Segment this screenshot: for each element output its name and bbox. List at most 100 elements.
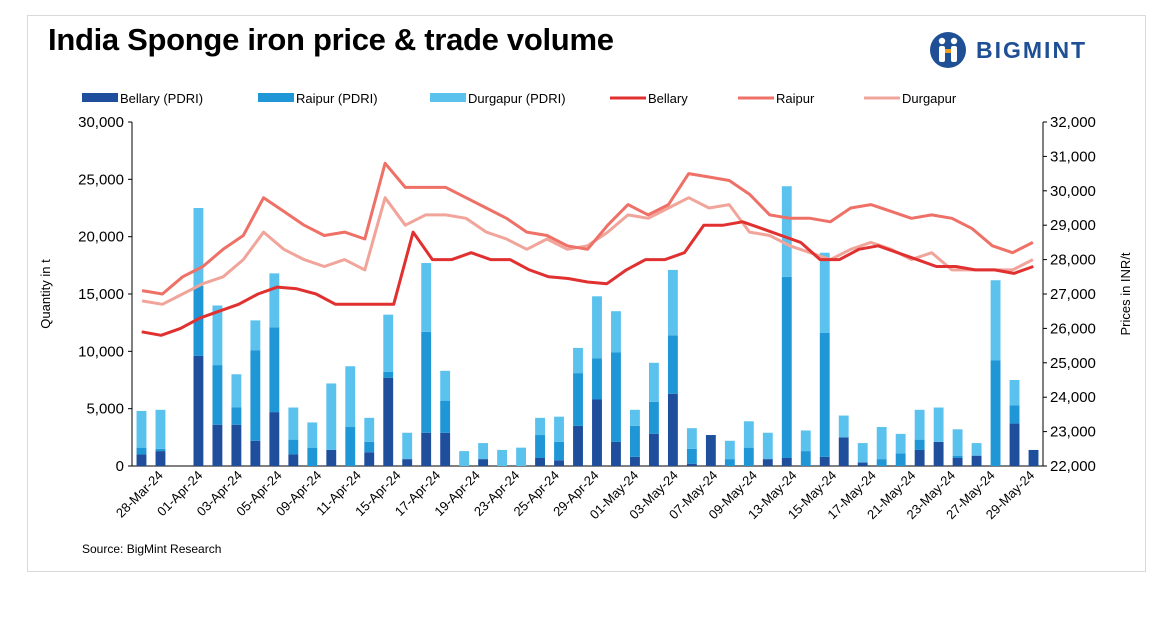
y-tick-label-left: 5,000: [86, 401, 124, 418]
legend-label: Bellary: [648, 91, 688, 106]
bar-raipur-pdri: [990, 360, 1001, 466]
bigmint-logo-text: BIGMINT: [976, 37, 1088, 63]
bar-bellary-pdri: [250, 440, 261, 466]
legend-swatch: [430, 93, 466, 102]
bar-raipur-pdri: [383, 371, 394, 378]
bar-raipur-pdri: [800, 451, 811, 466]
bar-raipur-pdri: [250, 350, 261, 441]
line-raipur: [141, 161, 1034, 296]
y-tick-label-right: 27,000: [1050, 286, 1096, 303]
bar-durgapur-pdri: [193, 208, 204, 286]
bar-bellary-pdri: [933, 441, 944, 466]
bar-durgapur-pdri: [326, 383, 337, 450]
bar-durgapur-pdri: [838, 415, 849, 438]
bar-raipur-pdri: [155, 448, 166, 452]
y-tick-label-right: 31,000: [1050, 148, 1096, 165]
bar-durgapur-pdri: [269, 273, 280, 328]
bigmint-logo-icon: [930, 32, 966, 68]
chart-title: India Sponge iron price & trade volume: [48, 22, 614, 57]
y-tick-label-right: 24,000: [1050, 389, 1096, 406]
bar-raipur-pdri: [819, 332, 830, 457]
y-tick-label-right: 23,000: [1050, 424, 1096, 441]
bar-bellary-pdri: [667, 393, 678, 466]
bar-raipur-pdri: [914, 439, 925, 450]
axes: 0 5,000 10,000 15,000 20,000 25,000 30,000 22,0…: [38, 114, 1133, 475]
bar-raipur-pdri: [724, 459, 735, 466]
bar-bellary-pdri: [155, 451, 166, 466]
bar-durgapur-pdri: [648, 362, 659, 402]
y-tick-label-left: 30,000: [78, 114, 124, 131]
bar-raipur-pdri: [345, 427, 356, 466]
bar-bellary-pdri: [269, 412, 280, 466]
bar-durgapur-pdri: [990, 280, 1001, 361]
line-bellary: [141, 220, 1034, 337]
bar-bellary-pdri: [648, 433, 659, 466]
bar-bellary-pdri: [971, 455, 982, 466]
bar-raipur-pdri: [895, 453, 906, 466]
bar-durgapur-pdri: [345, 366, 356, 428]
bar-durgapur-pdri: [497, 449, 508, 466]
y-tick-label-left: 0: [116, 458, 124, 475]
bar-raipur-pdri: [364, 441, 375, 453]
bar-durgapur-pdri: [364, 417, 375, 442]
bar-raipur-pdri: [876, 459, 887, 466]
bigmint-logo: BIGMINT: [928, 30, 1128, 74]
bar-durgapur-pdri: [857, 443, 868, 463]
bar-durgapur-pdri: [402, 432, 413, 460]
y-tick-label-right: 30,000: [1050, 183, 1096, 200]
bar-raipur-pdri: [554, 441, 564, 461]
line-series: [141, 161, 1034, 337]
bar-raipur-pdri: [686, 448, 697, 464]
y-tick-label-right: 25,000: [1050, 355, 1096, 372]
bar-durgapur-pdri: [800, 430, 811, 452]
bar-bellary-pdri: [478, 459, 489, 466]
bar-durgapur-pdri: [478, 443, 489, 460]
bar-raipur-pdri: [269, 327, 280, 413]
legend-label: Durgapur: [902, 91, 957, 106]
bar-durgapur-pdri: [231, 374, 242, 408]
bar-durgapur-pdri: [212, 305, 223, 366]
bar-series: [136, 186, 1039, 466]
bar-raipur-pdri: [193, 285, 204, 356]
y-tick-label-right: 28,000: [1050, 252, 1096, 269]
bar-bellary-pdri: [857, 462, 868, 466]
bar-raipur-pdri: [952, 455, 963, 458]
bar-bellary-pdri: [136, 454, 147, 466]
y-tick-label-right: 26,000: [1050, 320, 1096, 337]
bar-raipur-pdri: [630, 425, 640, 457]
bar-bellary-pdri: [193, 355, 204, 466]
bar-durgapur-pdri: [459, 451, 470, 466]
bar-durgapur-pdri: [611, 311, 621, 353]
bar-durgapur-pdri: [933, 407, 944, 442]
legend: Bellary (PDRI) Raipur (PDRI) Durgapur (PDR…: [82, 91, 957, 106]
bar-bellary-pdri: [554, 460, 564, 466]
bar-durgapur-pdri: [516, 447, 527, 466]
bar-raipur-pdri: [440, 400, 451, 433]
bar-raipur-pdri: [535, 435, 545, 458]
bar-bellary-pdri: [231, 424, 242, 466]
bar-raipur-pdri: [421, 331, 432, 433]
bar-durgapur-pdri: [667, 269, 678, 336]
bar-bellary-pdri: [838, 437, 849, 466]
bar-bellary-pdri: [364, 452, 375, 466]
y-tick-label-right: 32,000: [1050, 114, 1096, 131]
bar-bellary-pdri: [611, 441, 621, 466]
bar-durgapur-pdri: [592, 296, 602, 359]
bar-bellary-pdri: [1028, 449, 1039, 466]
bar-bellary-pdri: [326, 449, 337, 466]
bar-bellary-pdri: [705, 435, 716, 466]
bar-bellary-pdri: [914, 449, 925, 466]
bar-durgapur-pdri: [155, 409, 166, 449]
bar-durgapur-pdri: [895, 433, 906, 454]
bar-durgapur-pdri: [819, 252, 830, 333]
bar-raipur-pdri: [288, 439, 299, 455]
bar-durgapur-pdri: [743, 421, 754, 448]
bar-raipur-pdri: [743, 447, 754, 466]
bar-bellary-pdri: [952, 457, 963, 466]
bar-durgapur-pdri: [724, 440, 735, 460]
y-tick-label-left: 20,000: [78, 229, 124, 246]
bar-durgapur-pdri: [876, 427, 887, 460]
bar-durgapur-pdri: [630, 409, 640, 426]
bar-raipur-pdri: [1009, 405, 1020, 424]
